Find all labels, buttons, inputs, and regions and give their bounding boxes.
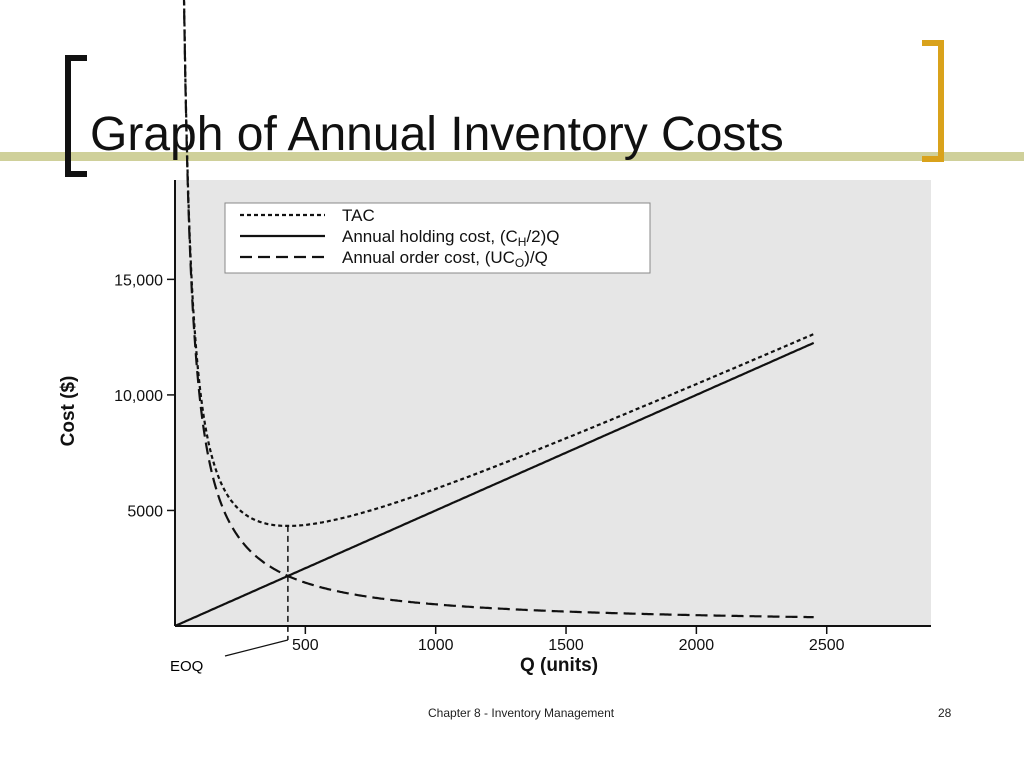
footer-chapter-text: Chapter 8 - Inventory Management bbox=[428, 706, 615, 720]
legend-label-order: Annual order cost, (UCO)/Q bbox=[342, 248, 548, 270]
x-tick-label: 1000 bbox=[418, 637, 454, 654]
tac-curve bbox=[182, 0, 815, 528]
y-tick-label: 5000 bbox=[127, 503, 163, 520]
right-bracket-decoration bbox=[922, 40, 944, 162]
left-bracket-decoration bbox=[65, 55, 87, 177]
y-tick-label: 10,000 bbox=[114, 388, 163, 405]
x-tick-label: 2500 bbox=[809, 637, 845, 654]
x-tick-label: 1500 bbox=[548, 637, 584, 654]
x-tick-label: 500 bbox=[292, 637, 319, 654]
x-tick-label: 2000 bbox=[679, 637, 715, 654]
eoq-leader-line bbox=[224, 639, 289, 657]
y-tick-label: 15,000 bbox=[114, 272, 163, 289]
order-cost-curve bbox=[182, 0, 814, 619]
legend-label-holding: Annual holding cost, (CH/2)Q bbox=[342, 227, 560, 249]
slide-title: Graph of Annual Inventory Costs bbox=[90, 108, 784, 161]
eoq-annotation-layer: EOQ bbox=[170, 525, 289, 675]
legend-frame bbox=[224, 202, 651, 274]
legend: TAC Annual holding cost, (CH/2)Q Annual … bbox=[224, 202, 651, 274]
axes: 5000 10,000 15,000 500 1000 1500 2000 2500 bbox=[114, 180, 931, 654]
page-number: 28 bbox=[938, 706, 952, 720]
y-axis-label: Cost ($) bbox=[58, 376, 79, 447]
series-layer bbox=[174, 0, 815, 627]
holding-cost-line bbox=[174, 341, 815, 627]
title-accent-bar bbox=[0, 152, 1024, 161]
x-axis-label: Q (units) bbox=[520, 655, 598, 676]
legend-label-tac: TAC bbox=[342, 206, 375, 225]
eoq-label: EOQ bbox=[170, 658, 203, 675]
